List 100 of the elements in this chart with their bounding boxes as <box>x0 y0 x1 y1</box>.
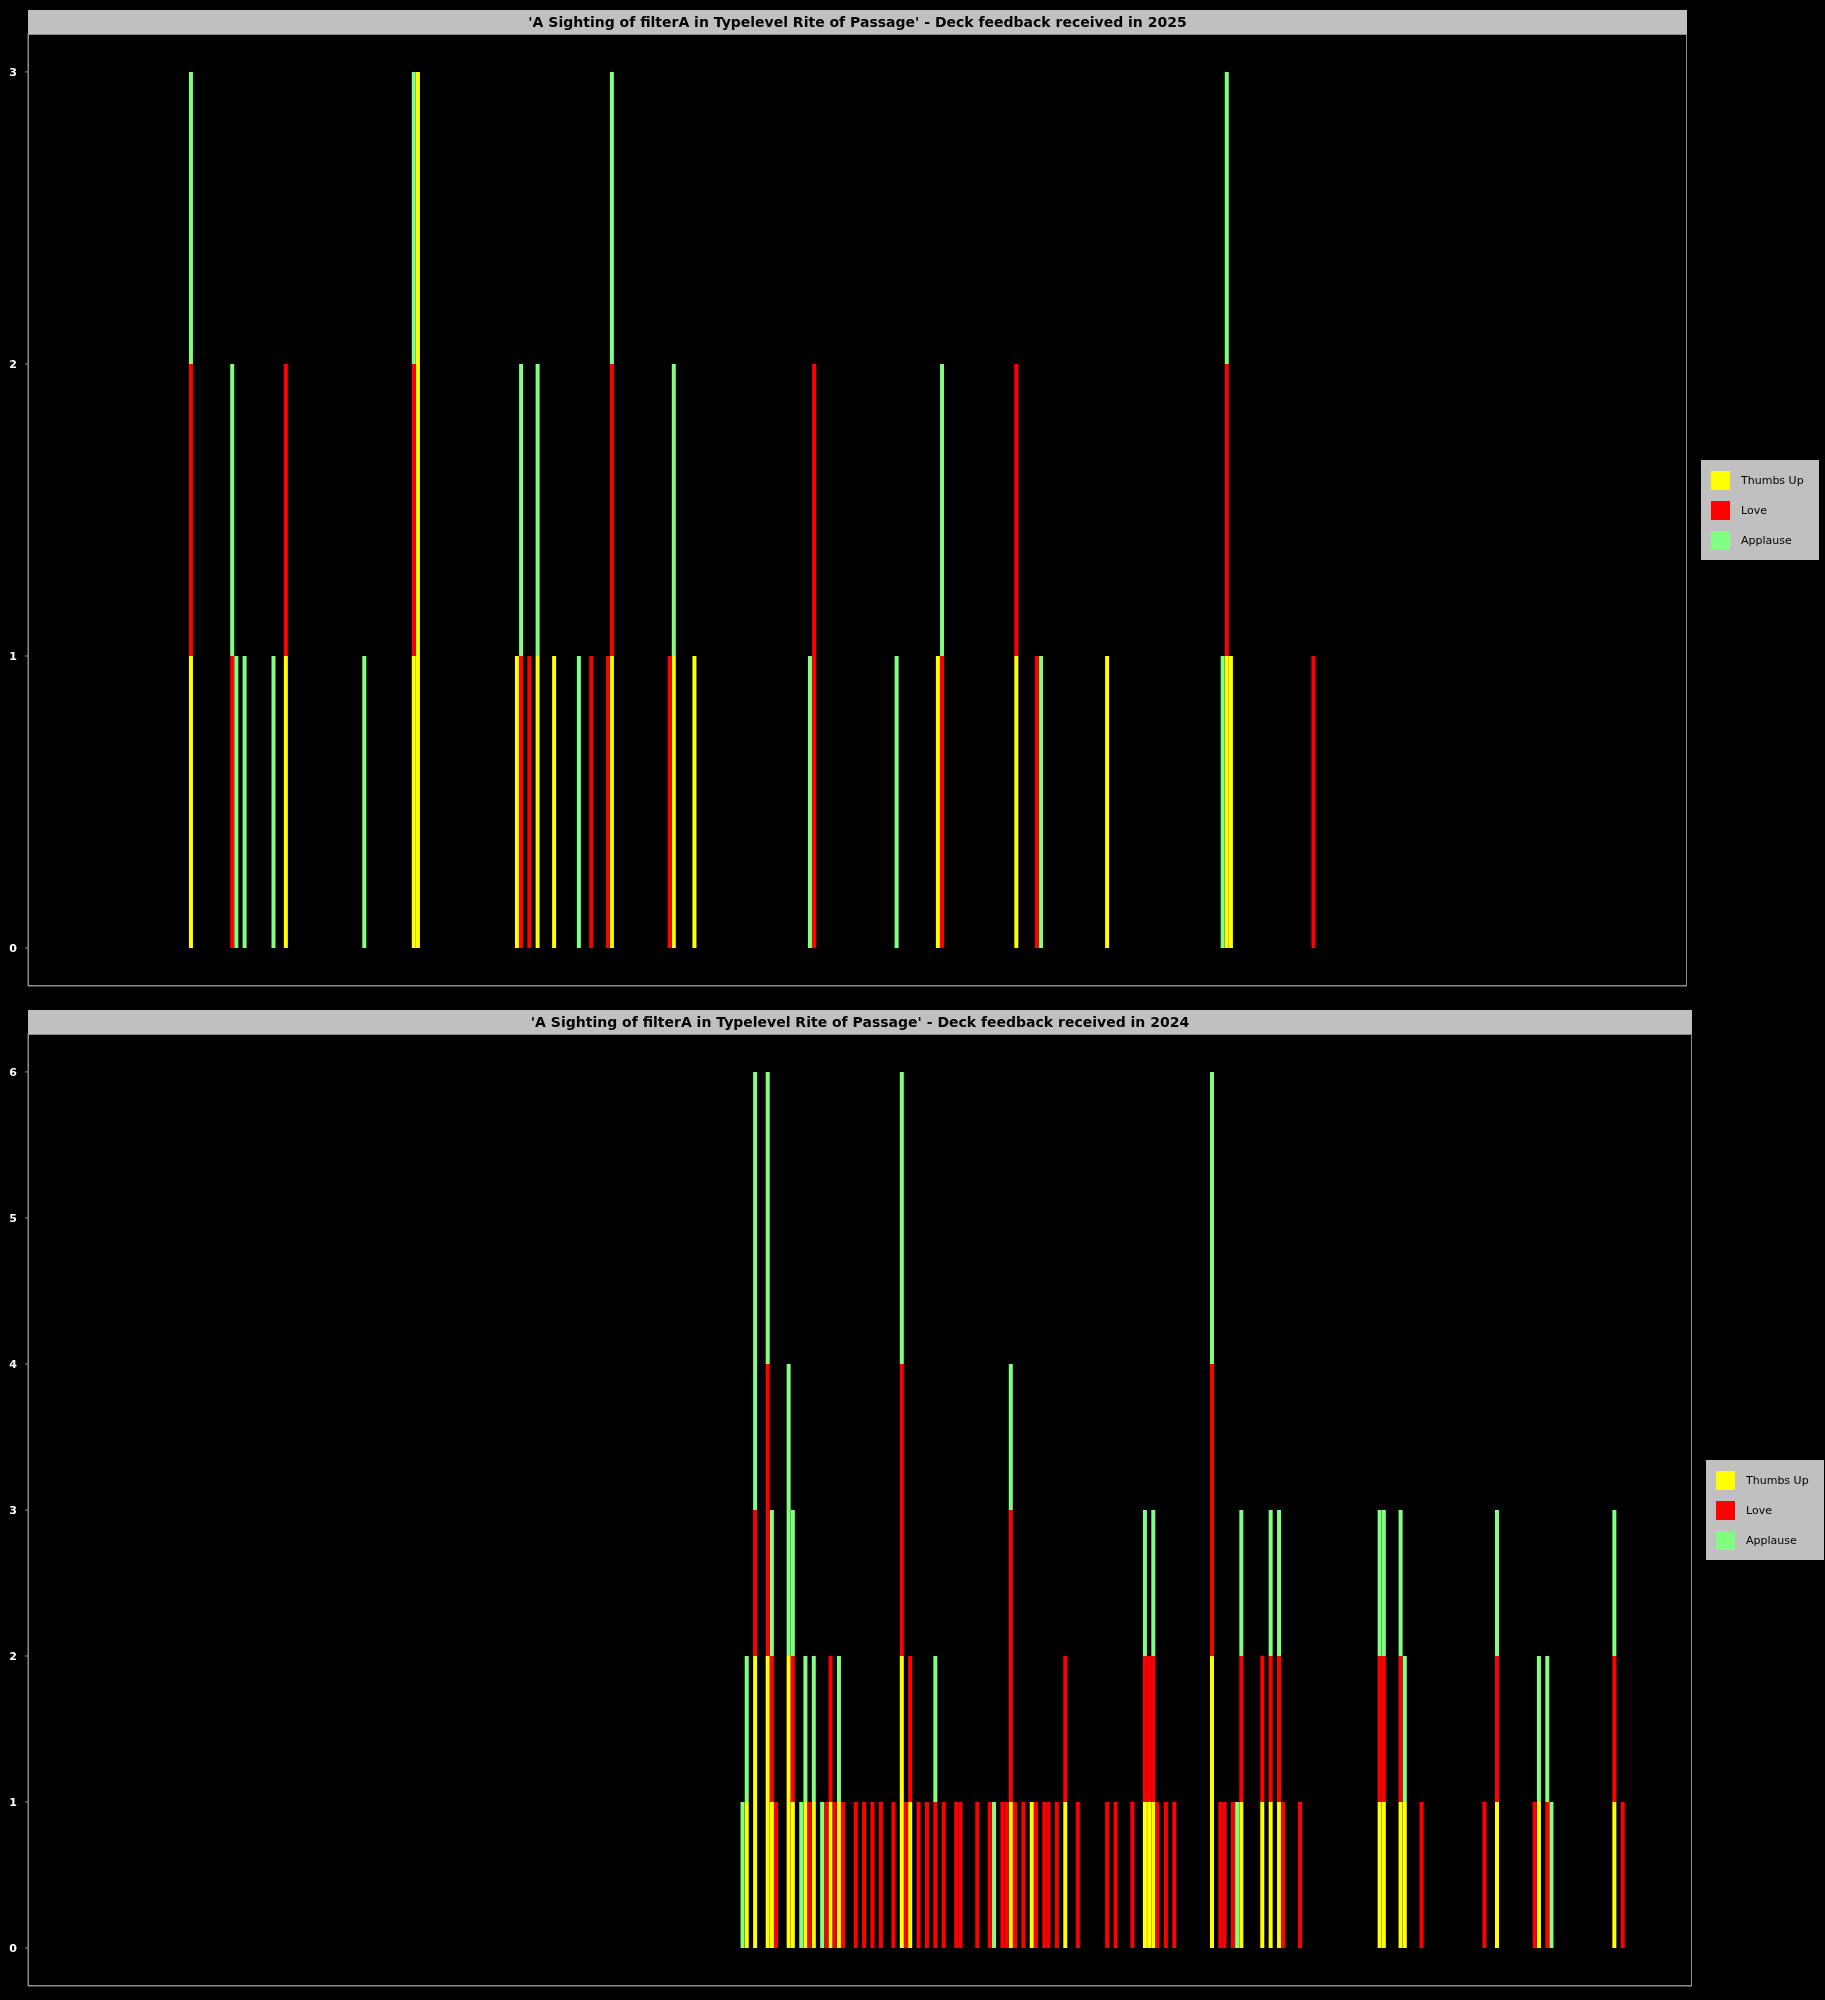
bar <box>188 71 193 364</box>
bar <box>1014 363 1019 657</box>
bar <box>671 363 676 657</box>
legend-label: Applause <box>1741 533 1792 547</box>
bar <box>941 1802 946 1949</box>
bar <box>609 656 614 949</box>
bar <box>853 1802 858 1949</box>
bar <box>1311 656 1316 949</box>
bar <box>1209 1656 1214 1949</box>
y-tick-label: 1 <box>9 649 17 663</box>
bar <box>1042 1802 1047 1949</box>
y-tick-label: 3 <box>9 1503 17 1517</box>
bar <box>1004 1802 1009 1949</box>
bar <box>1381 1802 1386 1949</box>
bar <box>188 656 193 949</box>
bar <box>1039 656 1044 949</box>
bar <box>1209 1363 1214 1657</box>
bar <box>820 1802 825 1949</box>
bar <box>188 363 193 657</box>
bar <box>958 1802 963 1949</box>
bar <box>899 1071 904 1364</box>
y-tick-label: 2 <box>9 1649 17 1663</box>
bar <box>790 1656 795 1803</box>
bar <box>1155 1802 1160 1949</box>
bar <box>415 71 420 949</box>
bar <box>411 71 416 364</box>
bar <box>824 1802 829 1949</box>
bar <box>1612 1510 1617 1657</box>
bar <box>803 1656 808 1803</box>
bar <box>1029 1802 1034 1949</box>
bar <box>774 1802 779 1949</box>
bar <box>1536 1802 1541 1949</box>
bar <box>1545 1656 1550 1803</box>
bar <box>786 1363 791 1657</box>
bar <box>1239 1510 1244 1657</box>
bar <box>908 1802 913 1949</box>
bar <box>1063 1802 1068 1949</box>
bar <box>916 1802 921 1949</box>
bar <box>1012 1802 1017 1949</box>
bar <box>605 656 610 949</box>
bar <box>1268 1802 1273 1949</box>
bar <box>1142 1656 1147 1803</box>
bar <box>1222 1802 1227 1949</box>
bar <box>1268 1656 1273 1803</box>
bar <box>1377 1510 1382 1657</box>
bar <box>744 1802 749 1949</box>
bar <box>1495 1510 1499 1657</box>
bar <box>1218 1802 1223 1949</box>
bar <box>933 1656 938 1803</box>
bar <box>811 1656 816 1803</box>
bar <box>283 363 288 657</box>
y-tick-label: 2 <box>9 357 17 371</box>
bar <box>992 1802 997 1949</box>
bar <box>1277 1656 1282 1803</box>
bar <box>862 1802 867 1949</box>
bar <box>1151 1510 1156 1657</box>
bar <box>940 363 945 657</box>
bar <box>1147 1802 1152 1949</box>
bar <box>1224 71 1229 364</box>
bar <box>535 363 540 657</box>
bar <box>535 656 540 949</box>
bar <box>753 1656 758 1949</box>
y-tick-label: 3 <box>9 65 17 79</box>
bar <box>753 1510 758 1657</box>
bar <box>1495 1802 1499 1949</box>
bar <box>1612 1656 1617 1803</box>
bar <box>1113 1802 1118 1949</box>
bar <box>1260 1802 1265 1949</box>
bar <box>812 363 817 949</box>
bar <box>1228 656 1233 949</box>
bar <box>753 1071 758 1510</box>
bar <box>1482 1802 1487 1949</box>
bar <box>1130 1802 1135 1949</box>
bar <box>891 1802 896 1949</box>
y-tick-label: 0 <box>9 1941 18 1955</box>
bar <box>692 656 697 949</box>
bar <box>740 1802 745 1949</box>
bar <box>519 363 524 657</box>
legend-label: Love <box>1746 1503 1772 1517</box>
bar <box>954 1802 959 1949</box>
bar <box>1075 1802 1080 1949</box>
bar <box>1260 1656 1265 1803</box>
bar <box>1549 1802 1554 1949</box>
bar <box>799 1802 804 1949</box>
bar <box>609 363 614 657</box>
bar <box>1381 1656 1386 1803</box>
bar <box>552 656 557 949</box>
bar <box>1398 1802 1403 1949</box>
y-tick-label: 6 <box>9 1065 18 1079</box>
bar <box>1008 1363 1013 1510</box>
y-tick-label: 5 <box>9 1211 17 1225</box>
bar <box>1105 1802 1110 1949</box>
bar <box>1235 1802 1240 1949</box>
bar <box>832 1802 837 1949</box>
legend-label: Thumbs Up <box>1741 473 1804 487</box>
bar <box>1063 1656 1068 1803</box>
bar <box>841 1802 846 1949</box>
y-tick-label: 1 <box>9 1795 17 1809</box>
bar <box>1298 1802 1303 1949</box>
bar <box>987 1802 992 1949</box>
